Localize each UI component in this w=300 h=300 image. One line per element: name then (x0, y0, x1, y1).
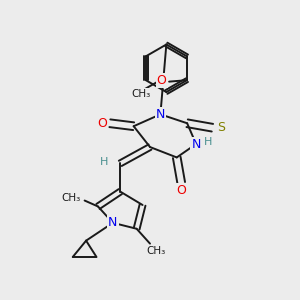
Text: O: O (176, 184, 186, 196)
Text: CH₃: CH₃ (131, 89, 151, 99)
Text: O: O (157, 74, 166, 87)
Text: N: N (156, 108, 165, 121)
Text: CH₃: CH₃ (61, 193, 81, 202)
Text: N: N (191, 138, 201, 151)
Text: CH₃: CH₃ (146, 246, 166, 256)
Text: H: H (100, 157, 108, 167)
Text: N: N (108, 216, 118, 229)
Text: H: H (204, 137, 213, 147)
Text: S: S (217, 121, 225, 134)
Text: O: O (98, 117, 107, 130)
